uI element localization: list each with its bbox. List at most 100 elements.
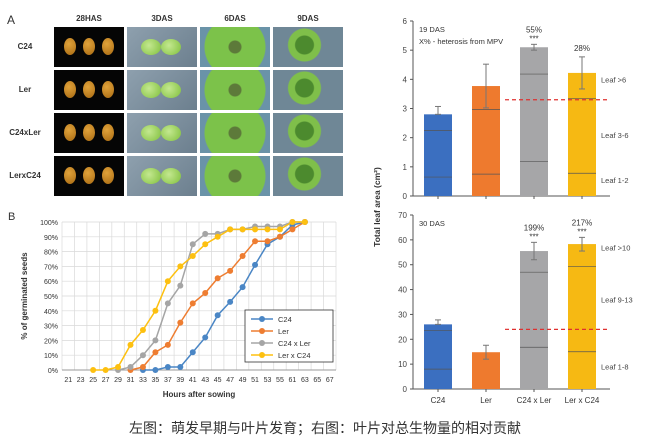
data-point (239, 226, 246, 233)
x-tick-label: 31 (127, 377, 135, 384)
column-header: 28HAS (76, 14, 102, 23)
seed (83, 81, 95, 98)
data-point (214, 233, 221, 240)
seed (64, 124, 76, 141)
seedling-photo (200, 156, 270, 196)
chart-title: 30 DAS (419, 219, 445, 228)
x-tick-label: 63 (301, 377, 309, 384)
x-tick-label: Ler x C24 (565, 396, 600, 405)
y-tick-label: 60 (398, 236, 407, 245)
y-tick-label: 2 (403, 134, 408, 143)
figure-caption: 左图：萌发早期与叶片发育；右图：叶片对总生物量的相对贡献 (129, 420, 521, 436)
y-tick-label: 50 (398, 261, 407, 270)
leaf-label: Leaf 3-6 (601, 131, 629, 140)
data-point (301, 219, 308, 225)
data-point (164, 364, 171, 371)
seed (102, 124, 114, 141)
data-point (139, 364, 146, 371)
chart-title: 19 DAS (419, 25, 445, 34)
leaf-area-chart-30das: 0 10 20 30 40 50 60 70 30 DAS C24 Ler C24 x Ler Ler … (398, 211, 633, 405)
y-tick-label: 40 (398, 286, 407, 295)
data-point (102, 367, 109, 373)
y-tick-label: 3 (403, 105, 408, 114)
y-tick-label: 20 (398, 335, 407, 344)
leaf-area-chart-19das: 0 1 2 3 4 5 6 19 DAS X% - heterosis from MPV 55%*… (403, 17, 629, 201)
panel-a-label: A (7, 13, 16, 27)
data-point (214, 312, 221, 319)
data-point (164, 300, 171, 307)
leaf-label: Leaf >10 (601, 243, 630, 252)
data-point (252, 261, 259, 268)
y-axis-title: % of germinated seeds (20, 252, 29, 340)
data-point (264, 226, 271, 233)
x-tick-label: 29 (114, 377, 122, 384)
data-point (115, 364, 122, 371)
data-point (90, 367, 97, 373)
bar-C24 (424, 114, 452, 196)
data-point (202, 290, 209, 297)
row-label: LerxC24 (9, 171, 41, 180)
data-point (239, 284, 246, 291)
data-point (202, 230, 209, 237)
y-tick-label: 50% (44, 294, 58, 301)
significance-stars: *** (529, 232, 538, 241)
y-tick-label: 80% (44, 250, 58, 257)
y-tick-label: 70% (44, 264, 58, 271)
seed (64, 81, 76, 98)
seedling-photo (273, 113, 343, 153)
data-point (276, 233, 283, 240)
bar-C24xLer (520, 47, 548, 196)
x-tick-label: 37 (164, 377, 172, 384)
y-tick-label: 30% (44, 324, 58, 331)
cotyledon (141, 125, 161, 141)
germination-chart: B 0% 10% 20% 30% 40% 50% 60% 70% 80% 90% 100% 21 23 25… (8, 211, 337, 399)
x-tick-label: 41 (189, 377, 197, 384)
heterosis-percent: 199% (524, 223, 544, 232)
panel-b-label: B (8, 211, 15, 223)
leaf-label: Leaf 1-2 (601, 176, 629, 185)
y-axis-title-leaf-area: Total leaf area (cm²) (372, 167, 382, 247)
bar-C24xLer (520, 251, 548, 389)
data-point (252, 238, 259, 245)
cotyledon (161, 39, 181, 55)
x-tick-label: 45 (214, 377, 222, 384)
row-label: Ler (18, 85, 32, 94)
significance-stars: *** (577, 227, 586, 236)
data-point (177, 282, 184, 289)
y-tick-label: 90% (44, 235, 58, 242)
y-tick-label: 10 (398, 360, 407, 369)
legend-label: C24 x Ler (278, 339, 311, 348)
seedling-photo (273, 27, 343, 67)
legend-marker (259, 316, 265, 322)
x-tick-label: 67 (326, 377, 334, 384)
seedling-photo (273, 70, 343, 110)
x-tick-label: 53 (264, 377, 272, 384)
seedling-photo (127, 156, 197, 196)
data-point (189, 300, 196, 307)
data-point (227, 226, 234, 233)
column-header: 9DAS (297, 14, 319, 23)
legend-label: C24 (278, 315, 292, 324)
data-point (289, 219, 296, 225)
x-tick-label: 21 (64, 377, 72, 384)
x-axis-title: Hours after sowing (163, 390, 236, 399)
y-tick-label: 10% (44, 353, 58, 360)
x-tick-label: 65 (313, 377, 321, 384)
seedling-photo (127, 113, 197, 153)
data-point (177, 319, 184, 326)
data-point (289, 226, 296, 233)
row-label: C24xLer (9, 128, 41, 137)
seedling-photo (273, 156, 343, 196)
x-tick-label: 43 (201, 377, 209, 384)
seedling-photo (200, 70, 270, 110)
seedling-photo (127, 27, 197, 67)
y-tick-label: 6 (403, 17, 408, 26)
data-point (276, 226, 283, 233)
data-point (202, 334, 209, 341)
data-point (152, 307, 159, 314)
leaf-label: Leaf 9-13 (601, 296, 633, 305)
seed (102, 167, 114, 184)
data-point (189, 349, 196, 356)
x-tick-label: 39 (176, 377, 184, 384)
data-point (164, 341, 171, 348)
